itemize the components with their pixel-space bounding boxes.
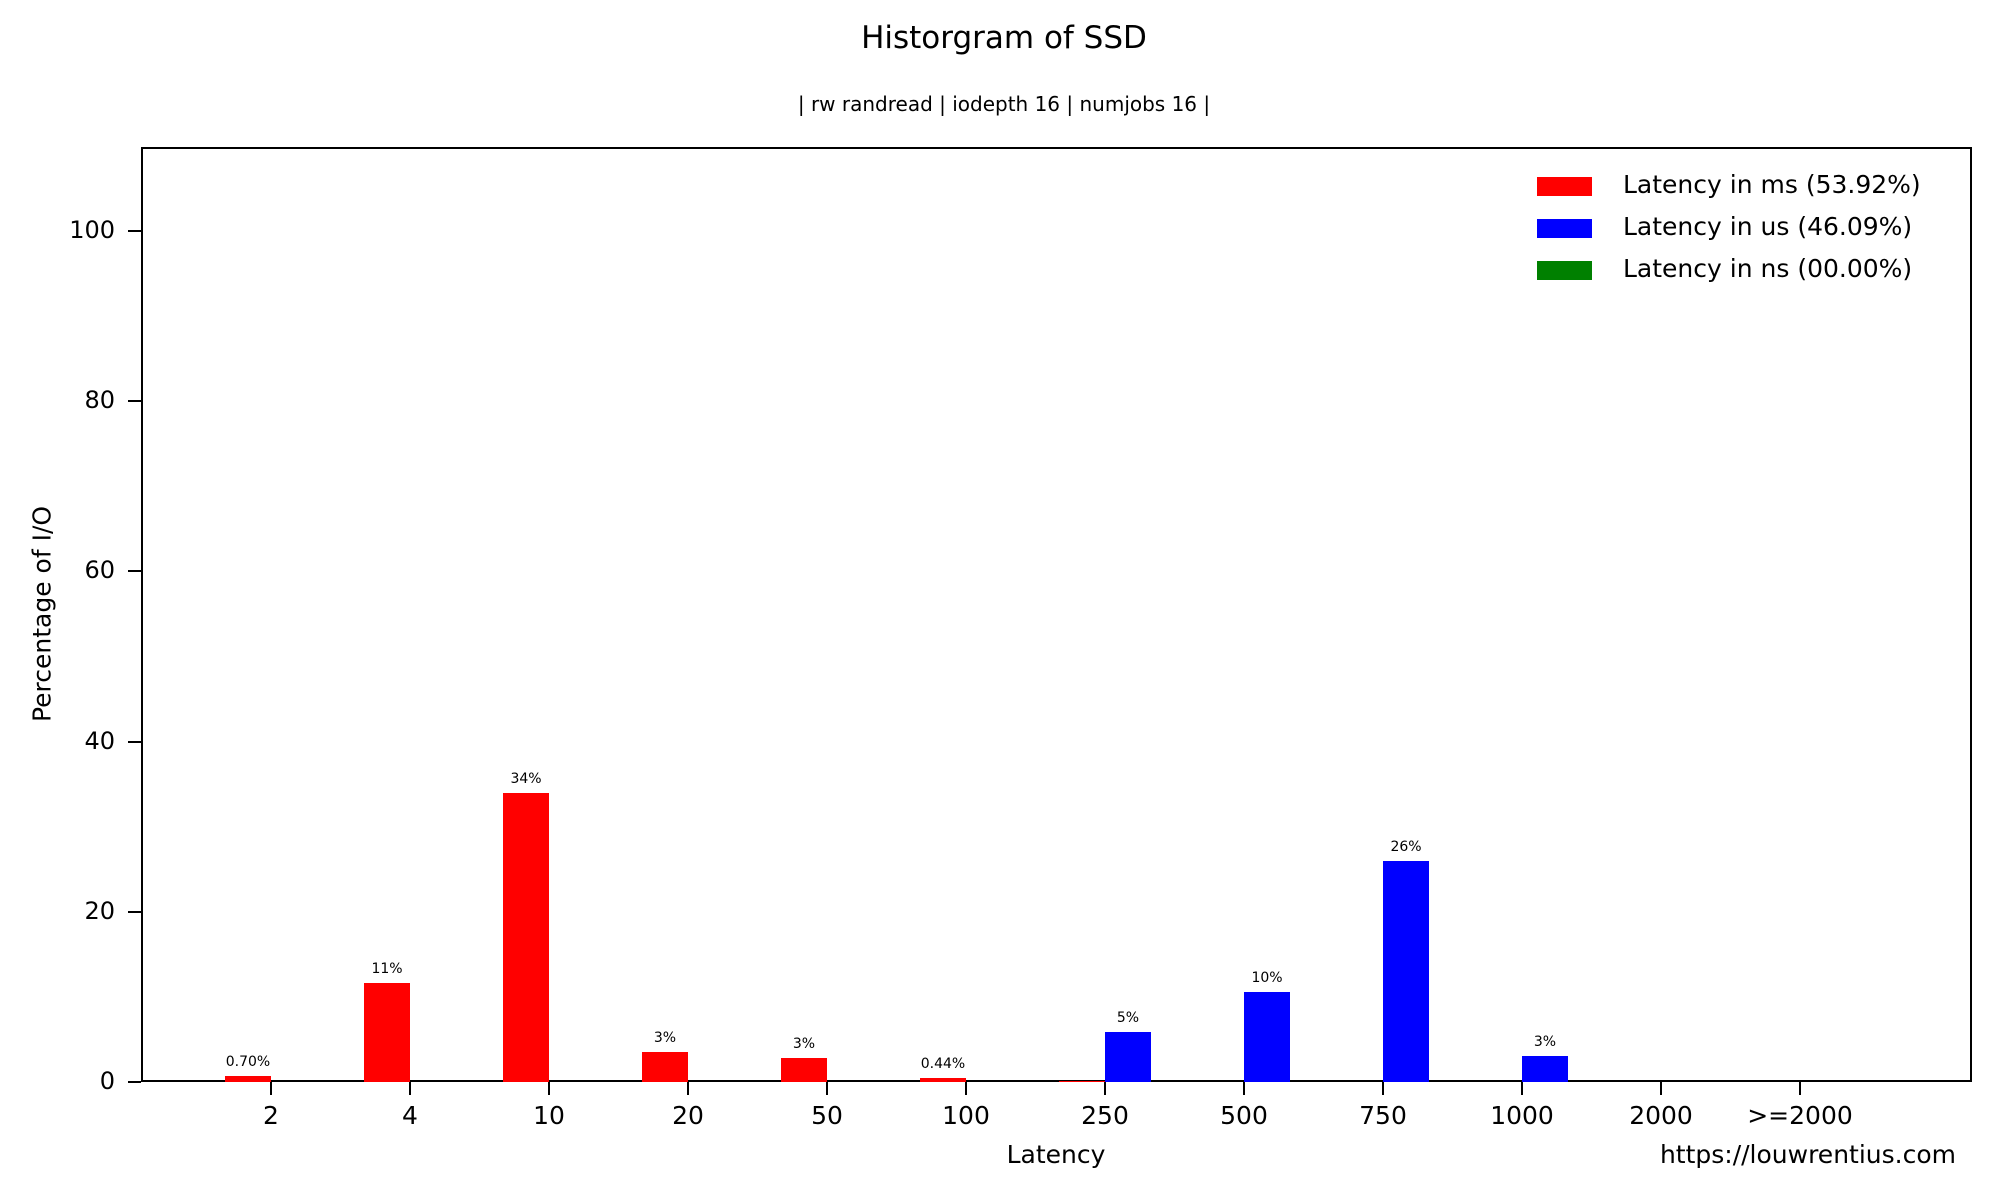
bar-value-label: 34% (510, 770, 542, 787)
chart-subtitle: | rw randread | iodepth 16 | numjobs 16 … (797, 92, 1211, 116)
y-tick-label: 40 (84, 726, 115, 755)
legend-swatch-ns (1537, 261, 1592, 280)
bar-value-label: 0.70% (225, 1054, 271, 1071)
bar-value-label: 3% (792, 1036, 816, 1053)
legend-swatch-ms (1537, 177, 1592, 196)
x-tick (1660, 1082, 1662, 1095)
y-tick-label: 0 (99, 1067, 115, 1095)
bar-us-250 (1105, 1031, 1151, 1082)
bar-value-label: 26% (1390, 838, 1422, 855)
bar-value-label: 5% (1116, 1009, 1140, 1026)
x-tick-label: 250 (1081, 1101, 1129, 1130)
bar-ms-50 (781, 1058, 827, 1082)
x-tick (1521, 1082, 1523, 1095)
y-tick-label: 60 (84, 556, 115, 585)
watermark-url: https://louwrentius.com (1659, 1140, 1956, 1169)
x-tick-label: 4 (402, 1101, 418, 1130)
bar-ms-4 (364, 983, 410, 1082)
x-tick (548, 1082, 550, 1095)
plot-area (141, 147, 1972, 1082)
x-tick (965, 1082, 967, 1095)
x-tick (826, 1082, 828, 1095)
x-tick (1799, 1082, 1801, 1095)
x-tick (409, 1082, 411, 1095)
bar-ms-10 (503, 792, 549, 1082)
x-tick-label: 1000 (1490, 1101, 1554, 1130)
y-tick (128, 230, 141, 232)
y-tick (128, 1081, 141, 1083)
bar-us-1000 (1522, 1055, 1568, 1082)
y-tick-label: 100 (69, 216, 115, 244)
x-tick-label: 20 (672, 1101, 704, 1130)
bar-ms-100 (920, 1078, 966, 1082)
x-tick (687, 1082, 689, 1095)
x-tick (270, 1082, 272, 1095)
y-tick (128, 570, 141, 573)
y-tick-label: 80 (84, 386, 115, 415)
x-tick-label: 100 (942, 1101, 990, 1130)
y-tick (128, 400, 141, 403)
bar-us-750 (1383, 860, 1429, 1082)
bar-value-label: 10% (1251, 969, 1283, 986)
chart-title: Historgram of SSD (861, 20, 1147, 56)
y-axis-label: Percentage of I/O (27, 505, 57, 723)
legend-label-ms: Latency in ms (53.92%) (1623, 170, 1921, 199)
bar-ms-250 (1059, 1080, 1105, 1082)
y-tick (128, 910, 141, 913)
bar-ms-20 (642, 1052, 688, 1082)
bar-value-label: 3% (653, 1030, 677, 1047)
x-tick (1104, 1082, 1106, 1095)
bar-value-label: 3% (1533, 1033, 1557, 1050)
legend-label-ns: Latency in ns (00.00%) (1623, 254, 1913, 283)
legend-label-us: Latency in us (46.09%) (1623, 212, 1913, 241)
bar-value-label: 11% (371, 961, 403, 978)
y-tick-label: 20 (84, 896, 115, 925)
bar-value-label: 0.44% (920, 1056, 966, 1073)
x-tick-label: 2000 (1629, 1101, 1693, 1130)
legend-swatch-us (1537, 219, 1592, 238)
x-tick (1243, 1082, 1245, 1095)
x-tick-label: 10 (533, 1101, 565, 1130)
x-tick (1382, 1082, 1384, 1095)
x-tick-label: 500 (1220, 1101, 1268, 1130)
y-tick (128, 740, 141, 743)
bar-us-500 (1244, 991, 1290, 1082)
x-tick-label: 50 (811, 1101, 843, 1130)
bar-ms-2 (225, 1076, 271, 1082)
x-tick-label: >=2000 (1747, 1101, 1853, 1130)
x-tick-label: 750 (1359, 1101, 1407, 1130)
x-tick-label: 2 (263, 1101, 279, 1130)
x-axis-label: Latency (1006, 1140, 1106, 1169)
